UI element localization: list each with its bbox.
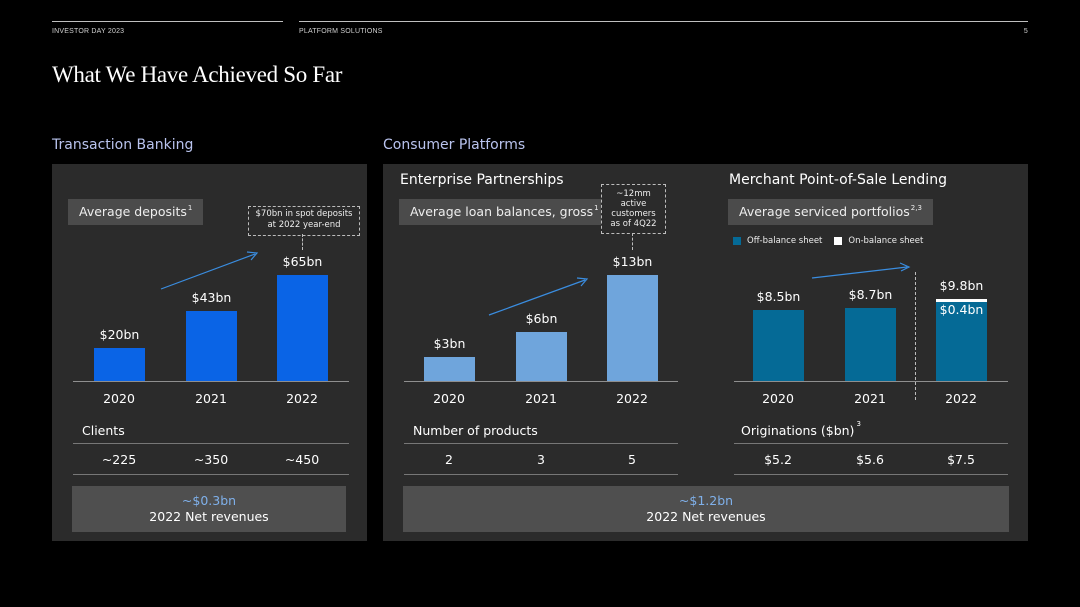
ep-table-rule-bottom bbox=[404, 474, 678, 475]
consumer-revenue-amount: ~$1.2bn bbox=[678, 493, 734, 508]
tb-revenue-box: ~$0.3bn 2022 Net revenues bbox=[72, 486, 346, 532]
header-rule-left bbox=[52, 21, 283, 22]
mp-cat-2021: 2021 bbox=[854, 391, 886, 406]
mp-x-axis bbox=[734, 381, 1008, 382]
tb-bar-2021 bbox=[186, 310, 237, 381]
ep-cat-2021: 2021 bbox=[525, 391, 557, 406]
ep-value-label-2021: $6bn bbox=[525, 311, 558, 327]
tb-value-label-2022: $65bn bbox=[282, 254, 323, 269]
tb-table-value: ~450 bbox=[284, 452, 320, 467]
mp-segment-label-2022: $0.4bn bbox=[939, 302, 984, 318]
tb-table-value: ~350 bbox=[193, 452, 229, 467]
tb-cat-2020: 2020 bbox=[103, 391, 135, 406]
ep-callout-line-2: customers bbox=[611, 209, 656, 219]
ep-bar-2022 bbox=[607, 275, 658, 381]
tb-table-rule-bottom bbox=[73, 474, 349, 475]
section-title-consumer-platforms: Consumer Platforms bbox=[383, 137, 526, 153]
mp-year-divider bbox=[915, 272, 916, 400]
ep-value-label-2022: $13bn bbox=[612, 254, 653, 269]
mp-metric-footnote: 2,3 bbox=[910, 204, 922, 212]
page-number: 5 bbox=[1023, 28, 1028, 35]
ep-bar-2021 bbox=[516, 332, 567, 381]
tb-callout-line-1: $70bn in spot deposits bbox=[255, 209, 353, 219]
page-title: What We Have Achieved So Far bbox=[52, 62, 343, 87]
mp-metric-label: Average serviced portfolios bbox=[739, 204, 910, 219]
mp-table-footnote: 3 bbox=[856, 420, 861, 428]
legend-swatch-off-balance bbox=[733, 237, 741, 245]
header-event-label: INVESTOR DAY 2023 bbox=[52, 28, 125, 35]
mp-value-label-2021: $8.7bn bbox=[848, 287, 893, 303]
tb-metric-pill: Average deposits1 bbox=[68, 199, 204, 225]
mp-table-rule-top bbox=[734, 443, 1008, 444]
header-rule-right bbox=[299, 21, 1028, 22]
section-title-transaction-banking: Transaction Banking bbox=[52, 137, 194, 153]
ep-table-value: 2 bbox=[445, 452, 453, 467]
tb-bar-2022 bbox=[277, 275, 328, 381]
ep-cat-2022: 2022 bbox=[616, 391, 648, 406]
tb-value-label-2020: $20bn bbox=[99, 327, 140, 343]
tb-value-label-2021: $43bn bbox=[191, 289, 232, 305]
ep-callout-line-3: as of 4Q22 bbox=[610, 219, 657, 229]
ep-value-label-2020: $3bn bbox=[433, 335, 466, 351]
tb-x-axis bbox=[73, 381, 349, 382]
ep-metric-pill: Average loan balances, gross1 bbox=[399, 199, 610, 225]
tb-table-value: ~225 bbox=[101, 452, 137, 467]
mp-value-label-2022: $9.8bn bbox=[939, 278, 984, 293]
mp-cat-2020: 2020 bbox=[762, 391, 794, 406]
tb-metric-footnote: 1 bbox=[187, 204, 193, 212]
ep-metric-label: Average loan balances, gross bbox=[410, 204, 594, 219]
tb-revenue-label: 2022 Net revenues bbox=[149, 509, 269, 524]
consumer-platforms-panel bbox=[383, 164, 1028, 541]
tb-bar-2020 bbox=[94, 348, 145, 381]
tb-cat-2022: 2022 bbox=[286, 391, 318, 406]
mp-table-rule-bottom bbox=[734, 474, 1008, 475]
legend-label-off-balance: Off-balance sheet bbox=[747, 236, 823, 246]
tb-table-rule-top bbox=[73, 443, 349, 444]
mp-table-value: $7.5 bbox=[947, 452, 975, 467]
mp-bar-off-balance-2022 bbox=[936, 302, 987, 381]
ep-table-rule-top bbox=[404, 443, 678, 444]
mp-table-value: $5.6 bbox=[856, 452, 884, 467]
legend-swatch-on-balance bbox=[834, 237, 843, 245]
mp-bar-on-balance-2022 bbox=[936, 299, 987, 303]
ep-table-value: 3 bbox=[537, 452, 545, 467]
ep-callout-connector bbox=[632, 233, 633, 250]
ep-title: Enterprise Partnerships bbox=[400, 172, 564, 188]
ep-metric-footnote: 1 bbox=[594, 204, 599, 212]
ep-x-axis bbox=[404, 381, 678, 382]
mp-metric-pill: Average serviced portfolios2,3 bbox=[728, 199, 933, 225]
mp-bar-off-balance-2020 bbox=[753, 309, 804, 381]
tb-revenue-amount: ~$0.3bn bbox=[181, 493, 237, 508]
ep-table-label: Number of products bbox=[413, 423, 538, 438]
mp-bar-off-balance-2021 bbox=[845, 308, 896, 381]
tb-callout: $70bn in spot deposits at 2022 year-end bbox=[248, 206, 360, 236]
header-section-label: PLATFORM SOLUTIONS bbox=[299, 28, 383, 35]
mp-legend: Off-balance sheet On-balance sheet bbox=[733, 236, 923, 246]
tb-cat-2021: 2021 bbox=[195, 391, 227, 406]
mp-table-value: $5.2 bbox=[764, 452, 792, 467]
mp-title: Merchant Point-of-Sale Lending bbox=[729, 172, 947, 188]
mp-table-label-text: Originations ($bn) bbox=[741, 423, 855, 438]
consumer-revenue-label: 2022 Net revenues bbox=[646, 509, 766, 524]
mp-value-label-2020: $8.5bn bbox=[756, 288, 801, 304]
tb-callout-line-2: at 2022 year-end bbox=[267, 220, 341, 230]
legend-label-on-balance: On-balance sheet bbox=[848, 236, 924, 246]
consumer-revenue-box: ~$1.2bn 2022 Net revenues bbox=[403, 486, 1009, 532]
tb-metric-label: Average deposits bbox=[79, 204, 187, 219]
ep-callout-line-1: ~12mm active bbox=[616, 189, 651, 209]
ep-callout: ~12mm active customers as of 4Q22 bbox=[601, 184, 666, 234]
mp-table-label: Originations ($bn) 3 bbox=[741, 420, 861, 438]
ep-table-value: 5 bbox=[628, 452, 636, 467]
ep-cat-2020: 2020 bbox=[433, 391, 465, 406]
tb-table-label: Clients bbox=[82, 423, 125, 438]
tb-callout-connector bbox=[302, 234, 303, 250]
mp-cat-2022: 2022 bbox=[945, 391, 977, 406]
ep-bar-2020 bbox=[424, 356, 475, 381]
